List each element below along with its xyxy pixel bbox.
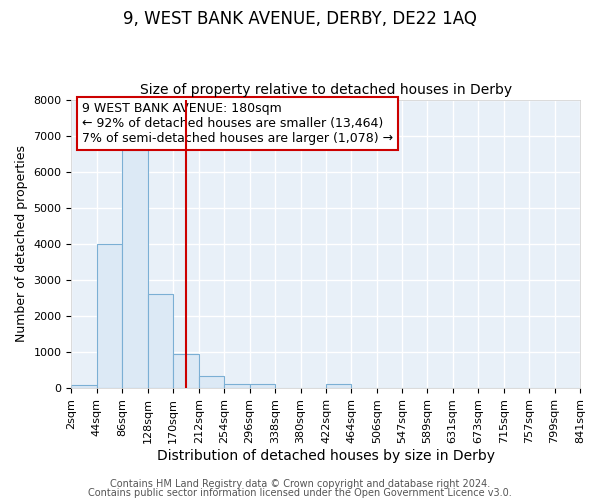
Y-axis label: Number of detached properties: Number of detached properties [15,146,28,342]
Text: Contains HM Land Registry data © Crown copyright and database right 2024.: Contains HM Land Registry data © Crown c… [110,479,490,489]
Bar [224,384,250,388]
X-axis label: Distribution of detached houses by size in Derby: Distribution of detached houses by size … [157,448,495,462]
Bar [71,386,97,388]
Bar [173,354,199,388]
Bar [97,244,122,388]
Bar [122,150,148,388]
Bar [250,384,275,388]
Bar [199,376,224,388]
Text: 9 WEST BANK AVENUE: 180sqm
← 92% of detached houses are smaller (13,464)
7% of s: 9 WEST BANK AVENUE: 180sqm ← 92% of deta… [82,102,392,146]
Bar [148,294,173,388]
Title: Size of property relative to detached houses in Derby: Size of property relative to detached ho… [140,83,512,97]
Text: Contains public sector information licensed under the Open Government Licence v3: Contains public sector information licen… [88,488,512,498]
Bar [326,384,352,388]
Text: 9, WEST BANK AVENUE, DERBY, DE22 1AQ: 9, WEST BANK AVENUE, DERBY, DE22 1AQ [123,10,477,28]
